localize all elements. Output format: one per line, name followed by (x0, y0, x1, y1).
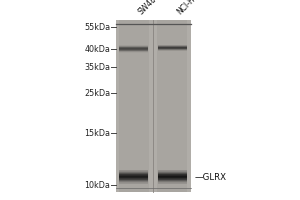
Bar (158, 50, 187, 51)
Bar (158, 176, 187, 177)
Text: SW480: SW480 (136, 0, 162, 16)
Bar (119, 178, 148, 179)
Bar (158, 45, 187, 46)
Bar (119, 171, 148, 172)
Bar (158, 174, 187, 175)
Bar (158, 180, 187, 181)
Bar (119, 46, 148, 47)
Bar (119, 49, 148, 50)
Bar (119, 48, 148, 49)
Bar (116, 20, 190, 192)
Bar (119, 173, 148, 174)
Bar (119, 45, 148, 46)
Bar (158, 47, 187, 48)
Bar (119, 51, 148, 52)
Text: 35kDa: 35kDa (84, 62, 110, 72)
Bar (158, 183, 187, 184)
Bar (119, 176, 148, 177)
Bar (119, 175, 148, 176)
Bar (158, 181, 187, 182)
Bar (158, 171, 187, 172)
Text: 25kDa: 25kDa (84, 88, 110, 98)
Bar (158, 173, 187, 174)
Text: —GLRX: —GLRX (194, 172, 226, 182)
Bar (158, 49, 187, 50)
Bar (118, 20, 148, 192)
Bar (158, 178, 187, 179)
Bar (158, 182, 187, 183)
Bar (158, 177, 187, 178)
Bar (119, 50, 148, 51)
Bar (158, 179, 187, 180)
Bar (158, 172, 187, 173)
Bar (119, 182, 148, 183)
Bar (158, 48, 187, 49)
Bar (119, 177, 148, 178)
Bar (119, 47, 148, 48)
Bar (119, 181, 148, 182)
Bar (119, 170, 148, 171)
Bar (158, 20, 188, 192)
Bar (158, 46, 187, 47)
Bar (119, 172, 148, 173)
Bar (158, 175, 187, 176)
Bar (119, 183, 148, 184)
Text: 55kDa: 55kDa (84, 22, 110, 31)
Bar (119, 179, 148, 180)
Bar (119, 174, 148, 175)
Bar (119, 52, 148, 53)
Text: 40kDa: 40kDa (85, 45, 110, 53)
Bar (158, 170, 187, 171)
Bar (119, 180, 148, 181)
Text: 10kDa: 10kDa (85, 180, 110, 190)
Text: 15kDa: 15kDa (84, 129, 110, 138)
Text: NCI-H460: NCI-H460 (176, 0, 208, 16)
